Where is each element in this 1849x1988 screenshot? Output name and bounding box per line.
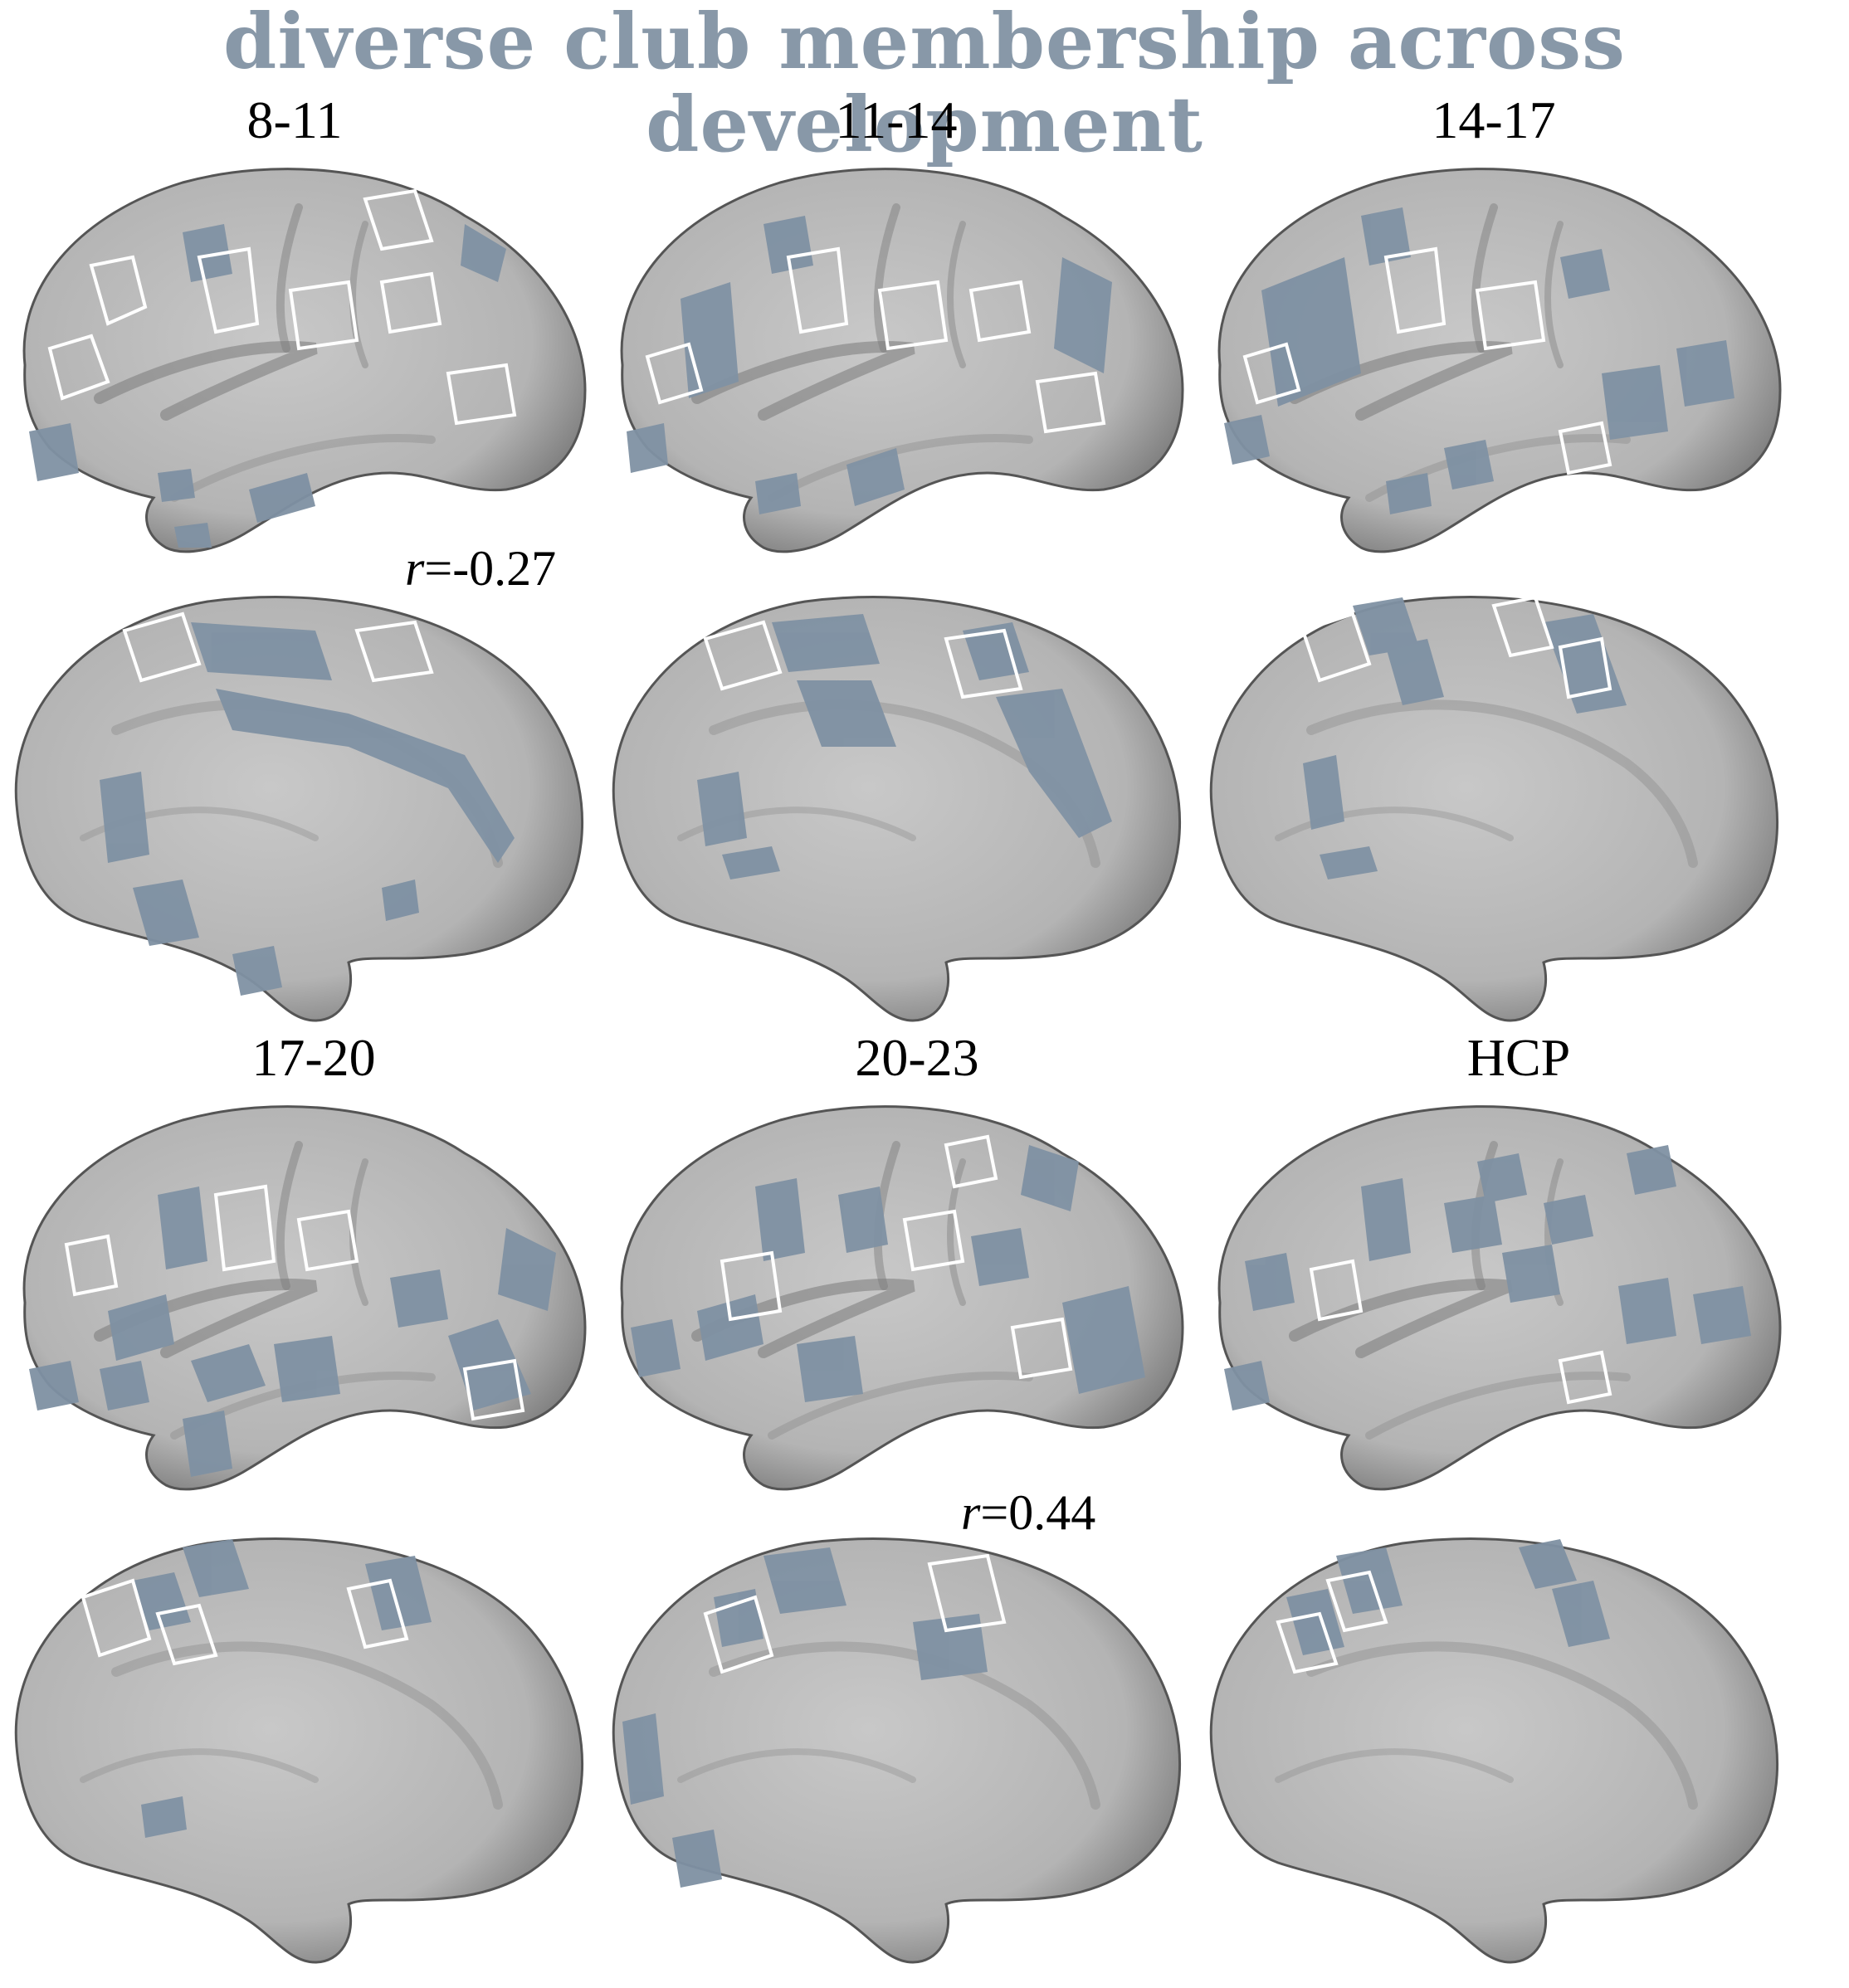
brain-medial-hcp bbox=[1211, 1539, 1777, 1962]
figure-title: diverse club membership across developme… bbox=[223, 0, 1626, 169]
correlation-annotation-bottom: r=0.44 bbox=[961, 1485, 1096, 1540]
brain-lateral-17-20 bbox=[24, 1107, 585, 1489]
brain-lateral-hcp bbox=[1219, 1107, 1780, 1489]
brain-medial-20-23 bbox=[613, 1539, 1179, 1962]
panel-label-14-17: 14-17 bbox=[1432, 90, 1556, 149]
brain-lateral-20-23 bbox=[622, 1107, 1183, 1489]
panel-label-8-11: 8-11 bbox=[246, 90, 343, 149]
correlation-annotation-top: r=-0.27 bbox=[405, 541, 557, 596]
brain-lateral-11-14 bbox=[622, 169, 1183, 552]
brain-medial-14-17 bbox=[1211, 597, 1777, 1021]
brain-medial-11-14 bbox=[613, 597, 1179, 1021]
brain-lateral-14-17 bbox=[1219, 169, 1780, 552]
panel-label-20-23: 20-23 bbox=[855, 1028, 979, 1087]
panel-label-hcp: HCP bbox=[1466, 1028, 1571, 1087]
panel-label-11-14: 11-14 bbox=[835, 90, 958, 149]
brain-lateral-8-11 bbox=[24, 169, 585, 552]
brain-medial-8-11 bbox=[16, 597, 582, 1021]
panel-label-17-20: 17-20 bbox=[251, 1028, 376, 1087]
brain-medial-17-20 bbox=[16, 1539, 582, 1962]
